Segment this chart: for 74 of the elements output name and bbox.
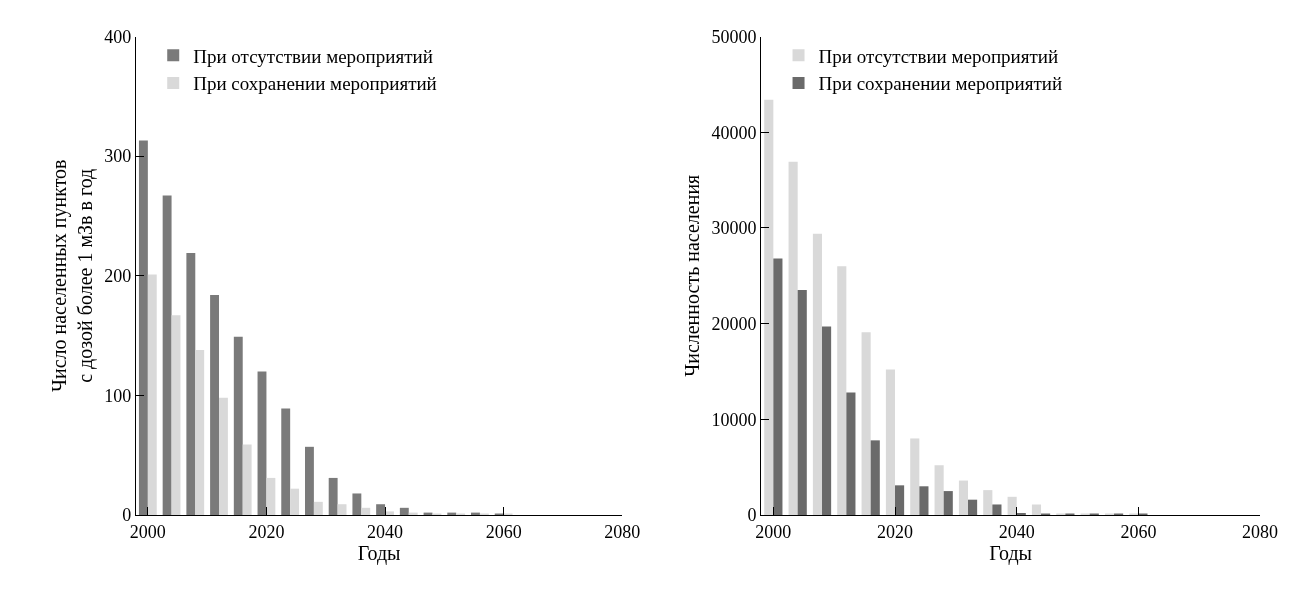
- bar: [919, 486, 929, 515]
- legend-label: При отсутствии мероприятий: [818, 45, 1059, 67]
- bar: [337, 504, 347, 515]
- y-tick-label: 0: [747, 505, 757, 526]
- bar: [313, 501, 323, 515]
- bar: [837, 266, 847, 515]
- x-tick-label: 2020: [877, 521, 914, 542]
- y-tick-label: 30000: [711, 218, 757, 239]
- bar: [764, 99, 774, 515]
- bar: [290, 488, 300, 515]
- x-axis-title: Годы: [357, 541, 401, 565]
- y-tick-label: 10000: [711, 409, 757, 430]
- bar: [186, 253, 196, 515]
- bar: [304, 446, 314, 515]
- x-axis-title: Годы: [989, 541, 1033, 565]
- bar: [147, 274, 157, 515]
- bar: [210, 294, 220, 515]
- bar: [885, 369, 896, 515]
- bar: [968, 499, 978, 515]
- bar: [385, 511, 394, 515]
- bar: [861, 332, 871, 515]
- bar: [895, 485, 905, 515]
- bar: [958, 480, 969, 515]
- y-axis-title: Численность населения: [680, 174, 703, 377]
- x-tick-label: 2060: [485, 521, 522, 542]
- y-tick-label: 50000: [711, 26, 757, 47]
- y-tick-label: 400: [104, 26, 132, 47]
- bar: [233, 336, 243, 515]
- bar: [195, 349, 205, 515]
- bar: [328, 477, 338, 515]
- bar: [257, 371, 267, 515]
- y-tick-label: 200: [104, 266, 132, 287]
- bar: [910, 438, 920, 515]
- y-tick-label: 20000: [711, 313, 757, 334]
- x-tick-label: 2080: [1242, 521, 1279, 542]
- bar: [266, 477, 276, 515]
- x-tick-label: 2000: [755, 521, 792, 542]
- x-tick-label: 2000: [129, 521, 166, 542]
- bar: [870, 440, 880, 515]
- y-axis-title: Число населенных пунктов с дозой более 1 мЗв в год: [47, 159, 97, 393]
- bar: [376, 504, 386, 515]
- bar: [138, 140, 148, 515]
- y-tick-label: 300: [104, 146, 132, 167]
- bar: [812, 233, 823, 515]
- bar: [162, 195, 172, 515]
- bar: [983, 490, 993, 515]
- x-tick-label: 2040: [998, 521, 1035, 542]
- bar: [361, 507, 371, 515]
- y-tick-label: 0: [122, 505, 132, 526]
- legend-label: При отсутствии мероприятий: [193, 45, 433, 67]
- bar: [352, 493, 362, 515]
- bar: [846, 392, 856, 515]
- bar: [992, 504, 1002, 515]
- bar: [1007, 496, 1017, 515]
- bar: [934, 465, 944, 515]
- y-tick-label: 40000: [711, 122, 757, 143]
- x-tick-label: 2040: [367, 521, 404, 542]
- bar: [242, 444, 252, 515]
- bar: [822, 326, 832, 515]
- bar: [943, 491, 953, 515]
- bar: [281, 408, 291, 515]
- bar: [773, 258, 783, 515]
- x-tick-label: 2020: [248, 521, 285, 542]
- x-tick-label: 2060: [1120, 521, 1157, 542]
- x-tick-label: 2080: [604, 521, 641, 542]
- legend-label: При сохранении мероприятий: [193, 73, 437, 95]
- bar: [219, 397, 228, 515]
- legend-label: При сохранении мероприятий: [818, 73, 1063, 95]
- y-tick-label: 100: [104, 385, 132, 406]
- bar: [788, 161, 798, 515]
- bar: [399, 507, 409, 515]
- bar: [171, 315, 181, 515]
- bar: [1031, 504, 1042, 515]
- bar: [797, 290, 807, 515]
